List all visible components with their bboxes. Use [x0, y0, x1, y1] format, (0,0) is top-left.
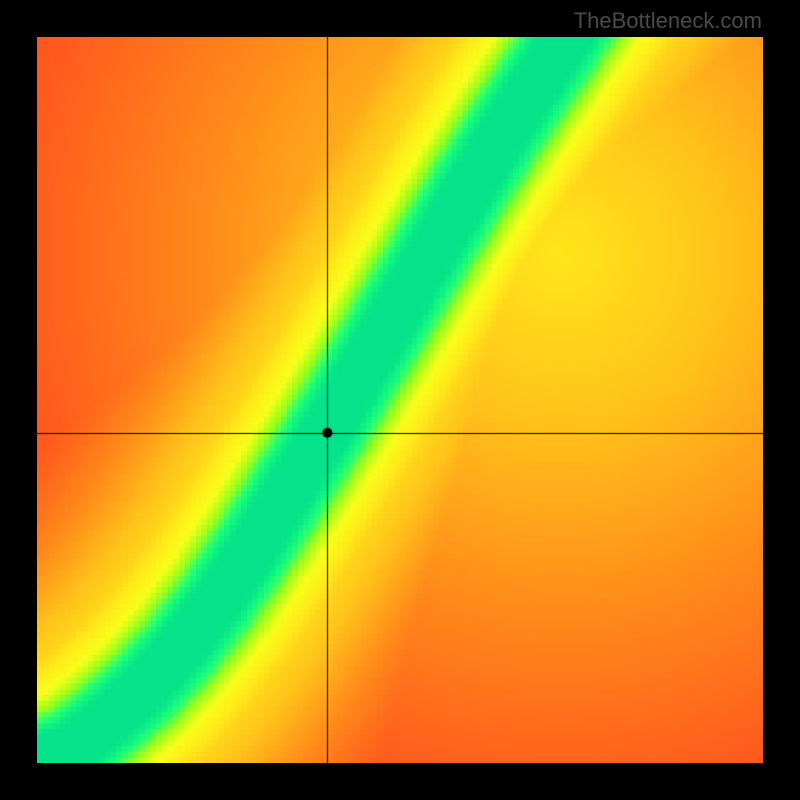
watermark-text: TheBottleneck.com: [574, 8, 762, 34]
chart-container: TheBottleneck.com: [0, 0, 800, 800]
bottleneck-heatmap: [37, 37, 763, 763]
